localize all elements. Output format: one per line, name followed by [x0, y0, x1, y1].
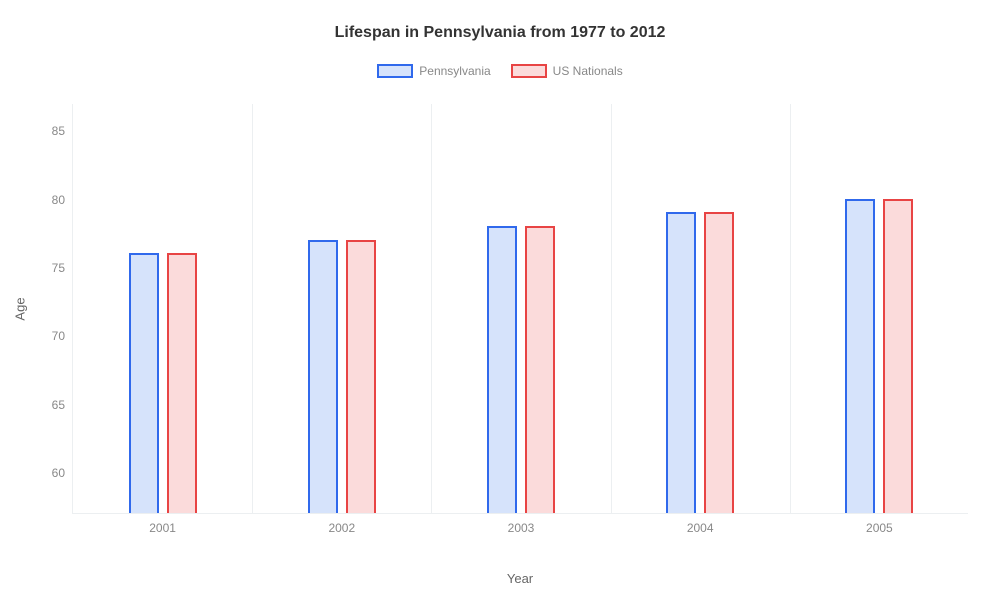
chart-title: Lifespan in Pennsylvania from 1977 to 20… [0, 0, 1000, 42]
legend-item: Pennsylvania [377, 64, 490, 78]
bar [845, 199, 875, 513]
bar [129, 253, 159, 513]
legend-swatch [511, 64, 547, 78]
x-tick-label: 2001 [149, 513, 176, 535]
x-tick-label: 2003 [508, 513, 535, 535]
gridline [611, 104, 612, 513]
bar [167, 253, 197, 513]
bar [883, 199, 913, 513]
x-tick-label: 2005 [866, 513, 893, 535]
plot-area: 60657075808520012002200320042005 [72, 104, 968, 514]
y-tick-label: 60 [52, 466, 73, 480]
y-tick-label: 75 [52, 261, 73, 275]
legend-label: Pennsylvania [419, 64, 490, 78]
x-tick-label: 2002 [328, 513, 355, 535]
legend: Pennsylvania US Nationals [0, 64, 1000, 78]
legend-label: US Nationals [553, 64, 623, 78]
gridline [790, 104, 791, 513]
bar [487, 226, 517, 513]
x-axis-label: Year [507, 571, 533, 586]
bar [525, 226, 555, 513]
legend-swatch [377, 64, 413, 78]
bar [666, 212, 696, 513]
y-tick-label: 85 [52, 124, 73, 138]
gridline [431, 104, 432, 513]
x-tick-label: 2004 [687, 513, 714, 535]
gridline [252, 104, 253, 513]
y-tick-label: 65 [52, 398, 73, 412]
plot-wrapper: 60657075808520012002200320042005 [72, 104, 968, 514]
bar [346, 240, 376, 513]
y-axis-label: Age [13, 297, 28, 320]
y-tick-label: 70 [52, 329, 73, 343]
legend-item: US Nationals [511, 64, 623, 78]
bar [704, 212, 734, 513]
y-tick-label: 80 [52, 193, 73, 207]
bar [308, 240, 338, 513]
